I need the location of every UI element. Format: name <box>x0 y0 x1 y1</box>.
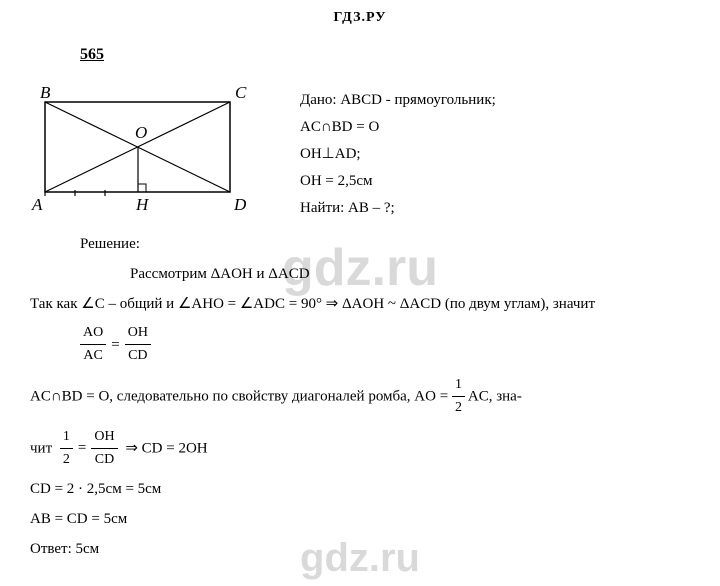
solution-line5: CD = 2 · 2,5см = 5см <box>30 477 690 501</box>
label-a: A <box>31 195 43 214</box>
given-line1: Дано: ABCD - прямоугольник; <box>300 87 496 114</box>
given-line2: AC∩BD = O <box>300 114 496 141</box>
solution-line6: AB = CD = 5см <box>30 507 690 531</box>
given-line3: OH⊥AD; <box>300 141 496 168</box>
problem-number: 565 <box>80 46 690 64</box>
label-d: D <box>233 195 247 214</box>
solution-line2: Так как ∠C – общий и ∠AHO = ∠ADC = 90° ⇒… <box>30 292 690 316</box>
solution-heading: Решение: <box>80 232 690 256</box>
label-o: O <box>135 123 147 142</box>
solution-line4: чит 12 = OHCD ⇒ CD = 2OH <box>30 426 690 472</box>
given-line5: Найти: AB – ?; <box>300 195 496 222</box>
site-header: ГДЗ.РУ <box>30 10 690 26</box>
label-h: H <box>135 195 150 214</box>
solution-fractionline1: AOAC = OHCD <box>80 322 690 368</box>
solution-block: Решение: Рассмотрим ΔAOH и ΔACD Так как … <box>30 232 690 561</box>
solution-line3: AC∩BD = O, следовательно по свойству диа… <box>30 374 690 420</box>
given-block: Дано: ABCD - прямоугольник; AC∩BD = O OH… <box>300 82 496 222</box>
label-b: B <box>40 83 51 102</box>
solution-answer: Ответ: 5см <box>30 537 690 561</box>
solution-line1: Рассмотрим ΔAOH и ΔACD <box>130 262 690 286</box>
label-c: C <box>235 83 247 102</box>
given-line4: OH = 2,5см <box>300 168 496 195</box>
rectangle-diagram: B C A D O H <box>30 82 260 222</box>
